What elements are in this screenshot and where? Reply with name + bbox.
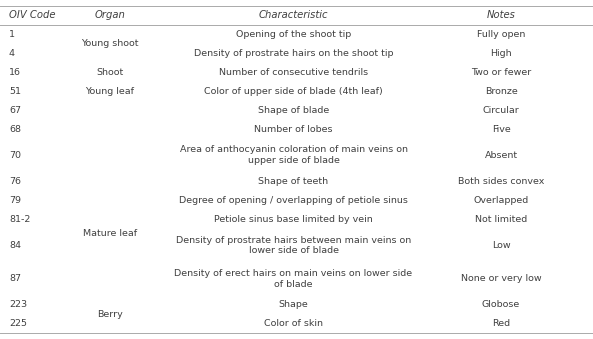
Text: 68: 68 — [9, 125, 21, 134]
Text: Number of consecutive tendrils: Number of consecutive tendrils — [219, 68, 368, 77]
Text: 87: 87 — [9, 274, 21, 283]
Text: Absent: Absent — [484, 151, 518, 160]
Text: Density of erect hairs on main veins on lower side
of blade: Density of erect hairs on main veins on … — [174, 269, 413, 288]
Text: Shape: Shape — [279, 300, 308, 309]
Text: Low: Low — [492, 241, 511, 250]
Text: Organ: Organ — [94, 10, 125, 20]
Text: 223: 223 — [9, 300, 27, 309]
Text: Characteristic: Characteristic — [259, 10, 329, 20]
Text: Density of prostrate hairs between main veins on
lower side of blade: Density of prostrate hairs between main … — [176, 236, 411, 255]
Text: Fully open: Fully open — [477, 30, 525, 39]
Text: 79: 79 — [9, 196, 21, 205]
Text: High: High — [490, 49, 512, 58]
Text: Notes: Notes — [487, 10, 515, 20]
Text: Bronze: Bronze — [484, 87, 518, 96]
Text: None or very low: None or very low — [461, 274, 541, 283]
Text: Not limited: Not limited — [475, 215, 527, 224]
Text: 76: 76 — [9, 177, 21, 186]
Text: 16: 16 — [9, 68, 21, 77]
Text: Mature leaf: Mature leaf — [82, 229, 137, 238]
Text: 4: 4 — [9, 49, 15, 58]
Text: 84: 84 — [9, 241, 21, 250]
Text: Petiole sinus base limited by vein: Petiole sinus base limited by vein — [214, 215, 373, 224]
Text: Five: Five — [492, 125, 511, 134]
Text: Berry: Berry — [97, 310, 123, 319]
Text: Overlapped: Overlapped — [473, 196, 529, 205]
Text: 51: 51 — [9, 87, 21, 96]
Text: Density of prostrate hairs on the shoot tip: Density of prostrate hairs on the shoot … — [194, 49, 393, 58]
Text: 70: 70 — [9, 151, 21, 160]
Text: Color of upper side of blade (4th leaf): Color of upper side of blade (4th leaf) — [204, 87, 383, 96]
Text: Red: Red — [492, 319, 510, 328]
Text: 1: 1 — [9, 30, 15, 39]
Text: Degree of opening / overlapping of petiole sinus: Degree of opening / overlapping of petio… — [179, 196, 408, 205]
Text: 225: 225 — [9, 319, 27, 328]
Text: Color of skin: Color of skin — [264, 319, 323, 328]
Text: Globose: Globose — [482, 300, 520, 309]
Text: OIV Code: OIV Code — [9, 10, 55, 20]
Text: Opening of the shoot tip: Opening of the shoot tip — [236, 30, 351, 39]
Text: Young shoot: Young shoot — [81, 39, 138, 48]
Text: 67: 67 — [9, 106, 21, 115]
Text: Area of anthocyanin coloration of main veins on
upper side of blade: Area of anthocyanin coloration of main v… — [180, 145, 407, 165]
Text: Young leaf: Young leaf — [85, 87, 134, 96]
Text: 81-2: 81-2 — [9, 215, 30, 224]
Text: Both sides convex: Both sides convex — [458, 177, 544, 186]
Text: Number of lobes: Number of lobes — [254, 125, 333, 134]
Text: Circular: Circular — [483, 106, 519, 115]
Text: Shoot: Shoot — [96, 68, 123, 77]
Text: Shape of blade: Shape of blade — [258, 106, 329, 115]
Text: Two or fewer: Two or fewer — [471, 68, 531, 77]
Text: Shape of teeth: Shape of teeth — [259, 177, 329, 186]
